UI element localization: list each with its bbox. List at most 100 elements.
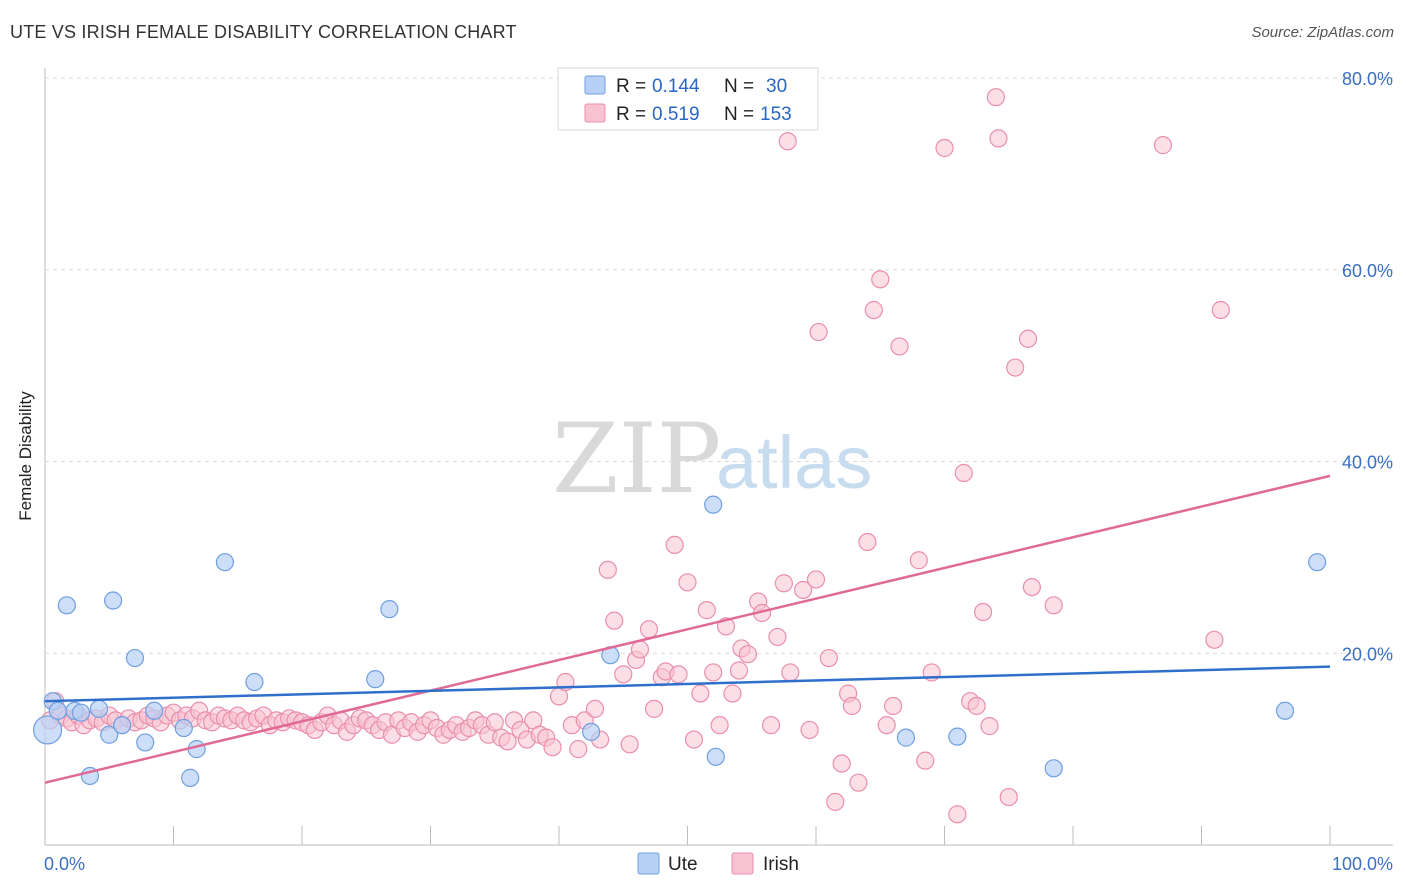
watermark: ZIP atlas bbox=[552, 403, 872, 515]
irish-point bbox=[1205, 630, 1224, 649]
irish-point bbox=[832, 754, 851, 773]
irish-point bbox=[809, 322, 828, 342]
irish-point bbox=[605, 611, 624, 630]
irish-bottom-label: Irish bbox=[763, 854, 799, 875]
ute-point bbox=[112, 716, 132, 735]
ute-point bbox=[57, 596, 76, 615]
ute-point bbox=[100, 725, 119, 744]
ute-point bbox=[1308, 553, 1327, 572]
irish-point bbox=[1006, 358, 1025, 377]
irish-point bbox=[1018, 329, 1038, 348]
irish-point bbox=[665, 535, 684, 555]
ute-point bbox=[136, 733, 155, 752]
irish-point bbox=[1044, 596, 1063, 615]
irish-point bbox=[569, 740, 588, 759]
irish-point bbox=[644, 699, 664, 718]
irish-point bbox=[630, 640, 650, 659]
irish-point bbox=[948, 805, 967, 824]
irish-point bbox=[909, 551, 928, 570]
irish-point bbox=[800, 720, 819, 740]
ute-legend-swatch bbox=[584, 75, 606, 95]
y-tick-label: 20.0% bbox=[1342, 644, 1393, 664]
irish-point bbox=[973, 602, 993, 622]
irish-point bbox=[864, 300, 883, 320]
irish-point bbox=[639, 620, 659, 639]
irish-point bbox=[723, 684, 742, 703]
gridlines bbox=[45, 77, 1393, 654]
irish-point bbox=[738, 645, 757, 664]
x-tick-labels: 0.0% 100.0% bbox=[44, 854, 1393, 874]
ute-r-label: R = bbox=[616, 76, 646, 97]
irish-n-value: 153 bbox=[760, 104, 792, 125]
y-tick-label: 40.0% bbox=[1342, 453, 1393, 473]
ute-point bbox=[181, 768, 200, 787]
irish-point bbox=[678, 573, 697, 592]
irish-point bbox=[729, 661, 749, 680]
irish-point bbox=[967, 696, 986, 716]
ute-point bbox=[71, 703, 91, 722]
irish-bottom-swatch bbox=[731, 852, 754, 875]
y-tick-label: 60.0% bbox=[1342, 261, 1393, 281]
ute-point bbox=[104, 591, 123, 610]
trend-lines bbox=[44, 474, 1331, 784]
irish-point bbox=[614, 665, 633, 684]
irish-point bbox=[485, 713, 504, 732]
ute-point bbox=[48, 701, 67, 720]
irish-point bbox=[980, 717, 999, 736]
irish-point bbox=[691, 684, 710, 703]
ute-bottom-label: Ute bbox=[668, 854, 698, 875]
ute-point bbox=[366, 670, 385, 689]
irish-point bbox=[710, 716, 729, 735]
source-label: Source: ZipAtlas.com bbox=[1251, 24, 1394, 41]
ute-point bbox=[32, 715, 63, 745]
ute-n-label: N = bbox=[724, 76, 754, 97]
irish-point bbox=[778, 132, 797, 151]
irish-r-label: R = bbox=[616, 104, 646, 125]
irish-point bbox=[774, 574, 793, 593]
irish-point bbox=[916, 751, 935, 770]
irish-point bbox=[598, 560, 617, 579]
irish-point bbox=[684, 730, 704, 749]
irish-legend-swatch bbox=[584, 103, 606, 123]
irish-point bbox=[1211, 300, 1230, 320]
ute-point bbox=[380, 600, 399, 619]
bottom-legend: Ute Irish bbox=[637, 852, 799, 875]
ute-point bbox=[896, 728, 916, 747]
ute-point bbox=[704, 495, 723, 514]
ute-point bbox=[706, 747, 725, 766]
ute-trend-line bbox=[44, 665, 1331, 703]
irish-trend-line bbox=[44, 474, 1331, 784]
ute-point bbox=[125, 648, 145, 668]
irish-point bbox=[620, 735, 639, 754]
irish-point bbox=[669, 665, 688, 684]
irish-point bbox=[781, 663, 800, 682]
chart-title: UTE VS IRISH FEMALE DISABILITY CORRELATI… bbox=[10, 22, 517, 42]
irish-point bbox=[768, 627, 787, 647]
ute-point bbox=[245, 672, 264, 692]
y-tick-label: 80.0% bbox=[1342, 69, 1393, 89]
irish-point bbox=[794, 580, 813, 600]
irish-point bbox=[543, 738, 562, 757]
ute-point bbox=[174, 718, 193, 738]
irish-point bbox=[1022, 577, 1041, 597]
irish-point bbox=[954, 463, 973, 483]
watermark-atlas: atlas bbox=[716, 421, 872, 504]
irish-r-value: 0.519 bbox=[652, 104, 700, 125]
irish-point bbox=[999, 787, 1018, 807]
ute-point bbox=[215, 553, 234, 572]
ute-bottom-swatch bbox=[637, 852, 660, 875]
irish-point bbox=[1153, 136, 1173, 155]
irish-point bbox=[806, 570, 826, 589]
ute-point bbox=[145, 701, 164, 720]
irish-point bbox=[585, 699, 605, 718]
ute-point bbox=[948, 727, 967, 746]
ute-n-value: 30 bbox=[766, 76, 787, 97]
irish-point bbox=[858, 532, 877, 552]
ute-point bbox=[1275, 701, 1295, 720]
ute-r-value: 0.144 bbox=[652, 76, 700, 97]
irish-point bbox=[935, 138, 954, 158]
irish-point bbox=[826, 792, 845, 811]
irish-point bbox=[842, 696, 862, 716]
y-tick-labels: 20.0% 40.0% 60.0% 80.0% bbox=[1342, 69, 1393, 664]
